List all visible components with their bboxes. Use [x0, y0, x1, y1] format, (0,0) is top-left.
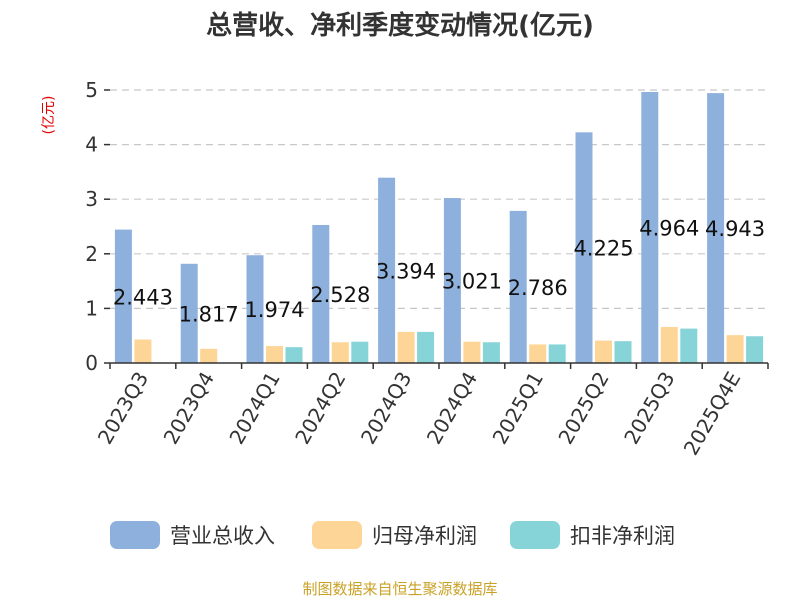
x-tick-label: 2025Q1: [488, 368, 548, 449]
legend-label[interactable]: 营业总收入: [170, 524, 275, 548]
legend-label[interactable]: 扣非净利润: [570, 524, 675, 548]
bars: [114, 91, 764, 364]
source-note: 制图数据来自恒生聚源数据库: [302, 580, 497, 598]
x-tick-label: 2025Q3: [619, 368, 679, 449]
y-tick-label: 3: [85, 187, 98, 211]
bar-3[interactable]: [548, 344, 566, 363]
x-tick-label: 2024Q4: [422, 368, 482, 449]
x-axis: [109, 362, 769, 369]
bar-2[interactable]: [200, 348, 218, 363]
legend-swatch[interactable]: [312, 521, 362, 549]
bar-1[interactable]: [312, 224, 330, 363]
bar-3[interactable]: [482, 342, 500, 363]
chart-title: 总营收、净利季度变动情况(亿元): [206, 10, 594, 41]
legend[interactable]: 营业总收入 归母净利润 扣非净利润: [110, 521, 675, 549]
x-tick-label: 2025Q4E: [679, 368, 746, 460]
data-label: 3.394: [376, 259, 436, 283]
bar-2[interactable]: [134, 339, 152, 363]
y-tick-label: 2: [85, 242, 98, 266]
bar-1[interactable]: [378, 177, 396, 363]
bar-3[interactable]: [351, 341, 369, 363]
legend-item[interactable]: 归母净利润: [312, 521, 477, 549]
bar-2[interactable]: [529, 344, 547, 363]
x-tick-label: 2023Q4: [159, 368, 219, 449]
data-label: 1.817: [179, 302, 239, 326]
bar-3[interactable]: [614, 341, 632, 363]
grid-lines: [110, 89, 768, 309]
legend-swatch[interactable]: [510, 521, 560, 549]
data-label: 4.964: [639, 216, 699, 240]
y-tick-label: 1: [85, 296, 98, 320]
data-label: 4.225: [573, 237, 633, 261]
bar-3[interactable]: [746, 336, 764, 363]
bar-2[interactable]: [397, 331, 415, 363]
x-tick-label: 2025Q2: [553, 368, 613, 449]
bar-2[interactable]: [726, 335, 744, 363]
bar-1[interactable]: [707, 93, 725, 364]
bar-2[interactable]: [595, 340, 612, 363]
data-label: 4.943: [705, 217, 765, 241]
bar-1[interactable]: [509, 210, 527, 363]
bar-2[interactable]: [266, 346, 283, 363]
data-label: 2.443: [113, 285, 173, 309]
bar-3[interactable]: [417, 331, 435, 363]
legend-item[interactable]: 营业总收入: [110, 521, 275, 549]
data-label: 3.021: [442, 270, 502, 294]
data-label: 2.786: [508, 276, 568, 300]
legend-item[interactable]: 扣非净利润: [510, 521, 675, 549]
bar-3[interactable]: [680, 328, 698, 363]
bar-3[interactable]: [285, 347, 303, 363]
bar-1[interactable]: [641, 91, 659, 363]
y-tick-label: 5: [85, 78, 98, 102]
data-label: 2.528: [310, 283, 370, 307]
data-label: 1.974: [244, 298, 304, 322]
x-tick-label: 2024Q1: [224, 368, 284, 449]
x-tick-label: 2024Q2: [290, 368, 350, 449]
x-tick-label: 2024Q3: [356, 368, 416, 449]
y-axis-ticks: 0 1 2 3 4 5: [85, 78, 110, 375]
bar-2[interactable]: [463, 341, 481, 363]
bar-1[interactable]: [246, 255, 264, 363]
bar-1[interactable]: [180, 263, 198, 363]
bar-1[interactable]: [575, 132, 593, 363]
x-tick-label: 2023Q3: [93, 368, 153, 449]
legend-swatch[interactable]: [110, 521, 160, 549]
y-tick-label: 4: [85, 133, 98, 157]
bar-2[interactable]: [660, 326, 678, 363]
bar-1[interactable]: [443, 198, 461, 363]
legend-label[interactable]: 归母净利润: [372, 524, 477, 548]
bar-1[interactable]: [114, 229, 132, 363]
y-tick-label: 0: [85, 351, 98, 375]
bar-2[interactable]: [331, 342, 349, 363]
y-axis-unit-label: (亿元): [41, 96, 57, 135]
x-axis-ticks: 2023Q3 2023Q4 2024Q1 2024Q2 2024Q3 2024Q4 2025…: [93, 368, 746, 460]
